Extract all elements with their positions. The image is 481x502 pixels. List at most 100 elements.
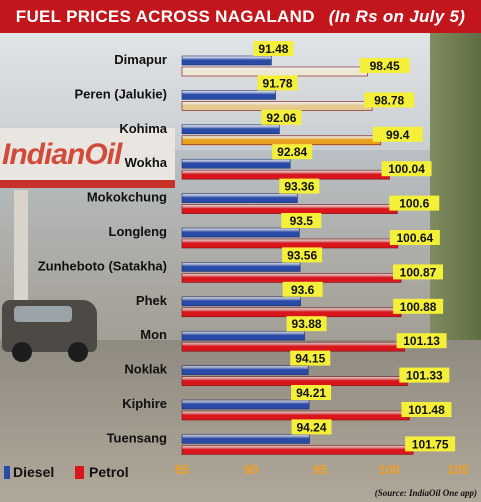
category-label: Noklak bbox=[124, 362, 167, 377]
petrol-value-label: 100.64 bbox=[396, 231, 433, 245]
diesel-bar bbox=[181, 365, 309, 375]
category-label: Phek bbox=[136, 293, 168, 308]
diesel-bar bbox=[181, 90, 276, 100]
diesel-value-label: 91.78 bbox=[263, 76, 293, 90]
petrol-bar bbox=[181, 376, 408, 386]
petrol-bar bbox=[181, 273, 402, 283]
category-label: Longleng bbox=[109, 224, 168, 239]
petrol-value-label: 101.48 bbox=[408, 403, 445, 417]
category-label: Kiphire bbox=[122, 396, 167, 411]
petrol-value-box bbox=[381, 161, 432, 177]
diesel-value-box bbox=[286, 316, 327, 332]
petrol-value-box bbox=[405, 436, 456, 452]
diesel-bar bbox=[181, 399, 310, 410]
petrol-bar bbox=[181, 341, 405, 352]
background-trees bbox=[430, 30, 481, 340]
petrol-bar bbox=[181, 169, 390, 180]
category-label: Peren (Jalukie) bbox=[75, 86, 168, 101]
legend-label-diesel: Diesel bbox=[13, 464, 54, 480]
diesel-value-box bbox=[290, 350, 331, 366]
petrol-bar bbox=[181, 101, 373, 111]
petrol-value-box bbox=[364, 92, 415, 108]
diesel-bar bbox=[181, 330, 305, 341]
background-car-window bbox=[14, 306, 72, 322]
legend-swatch-diesel bbox=[4, 466, 10, 479]
petrol-value-box bbox=[389, 230, 440, 245]
background-station-canopy bbox=[0, 128, 175, 188]
petrol-value-label: 100.6 bbox=[399, 197, 429, 211]
petrol-bar bbox=[181, 410, 410, 421]
petrol-value-box bbox=[389, 195, 440, 211]
diesel-bar bbox=[181, 158, 291, 169]
petrol-value-label: 101.75 bbox=[412, 437, 449, 451]
diesel-value-label: 93.36 bbox=[284, 180, 314, 194]
petrol-bar bbox=[181, 445, 414, 455]
diesel-value-box bbox=[281, 213, 322, 228]
diesel-bar bbox=[181, 296, 301, 307]
legend-label-petrol: Petrol bbox=[89, 464, 129, 480]
diesel-value-label: 94.15 bbox=[295, 352, 325, 366]
diesel-value-box bbox=[282, 281, 323, 297]
diesel-value-label: 94.21 bbox=[296, 386, 326, 400]
x-tick-label: 105 bbox=[447, 462, 469, 477]
petrol-bar bbox=[181, 307, 402, 318]
diesel-value-box bbox=[261, 109, 302, 125]
diesel-value-box bbox=[253, 41, 294, 56]
diesel-value-label: 91.48 bbox=[258, 42, 288, 56]
petrol-bar bbox=[181, 238, 399, 249]
diesel-value-box bbox=[282, 247, 323, 263]
petrol-value-box bbox=[396, 333, 447, 349]
petrol-bar bbox=[181, 66, 368, 77]
petrol-value-label: 98.45 bbox=[370, 59, 400, 73]
category-label: Wokha bbox=[125, 155, 168, 170]
petrol-value-box bbox=[399, 367, 450, 383]
petrol-bar bbox=[181, 204, 398, 214]
x-tick-label: 90 bbox=[244, 462, 258, 477]
diesel-value-box bbox=[291, 385, 332, 400]
diesel-value-label: 92.84 bbox=[277, 145, 307, 159]
x-tick-label: 95 bbox=[313, 462, 327, 477]
title-bar: FUEL PRICES ACROSS NAGALAND (In Rs on Ju… bbox=[0, 0, 481, 33]
category-label: Tuensang bbox=[107, 430, 167, 445]
petrol-value-label: 101.13 bbox=[403, 334, 440, 348]
diesel-bar bbox=[181, 55, 272, 66]
petrol-value-label: 100.04 bbox=[388, 162, 425, 176]
petrol-value-label: 99.4 bbox=[386, 128, 410, 142]
diesel-bar bbox=[181, 262, 301, 272]
chart-title: FUEL PRICES ACROSS NAGALAND bbox=[15, 6, 315, 26]
diesel-value-box bbox=[291, 419, 332, 435]
category-label: Kohima bbox=[119, 121, 167, 136]
category-label: Dimapur bbox=[114, 52, 167, 67]
source-note: (Source: IndiaOil One app) bbox=[374, 488, 477, 498]
petrol-value-label: 101.33 bbox=[406, 369, 443, 383]
petrol-value-box bbox=[393, 264, 444, 280]
diesel-bar bbox=[181, 227, 300, 238]
petrol-value-label: 100.87 bbox=[400, 265, 437, 279]
petrol-value-box bbox=[401, 402, 452, 417]
category-label: Mon bbox=[140, 327, 167, 342]
diesel-bar bbox=[181, 124, 280, 135]
diesel-value-label: 93.5 bbox=[290, 214, 314, 228]
petrol-bar bbox=[181, 135, 382, 146]
diesel-value-box bbox=[257, 75, 298, 91]
x-tick-label: 100 bbox=[378, 462, 400, 477]
diesel-value-label: 92.06 bbox=[266, 111, 296, 125]
x-tick-label: 85 bbox=[175, 462, 189, 477]
diesel-value-label: 93.88 bbox=[292, 317, 322, 331]
petrol-value-box bbox=[372, 126, 423, 142]
diesel-bar bbox=[181, 193, 298, 203]
chart-subtitle: (In Rs on July 5) bbox=[328, 6, 466, 26]
diesel-value-label: 93.6 bbox=[291, 283, 315, 297]
diesel-value-label: 94.24 bbox=[296, 420, 326, 434]
petrol-value-box bbox=[359, 58, 410, 73]
legend-swatch-petrol bbox=[75, 466, 84, 479]
diesel-value-box bbox=[279, 178, 320, 194]
diesel-value-box bbox=[272, 144, 313, 160]
petrol-value-box bbox=[393, 298, 444, 314]
background-car-wheel bbox=[12, 342, 32, 362]
background-station-logo: IndianOil bbox=[2, 138, 122, 171]
diesel-bar bbox=[181, 434, 310, 444]
category-label: Zunheboto (Satakha) bbox=[38, 258, 167, 273]
